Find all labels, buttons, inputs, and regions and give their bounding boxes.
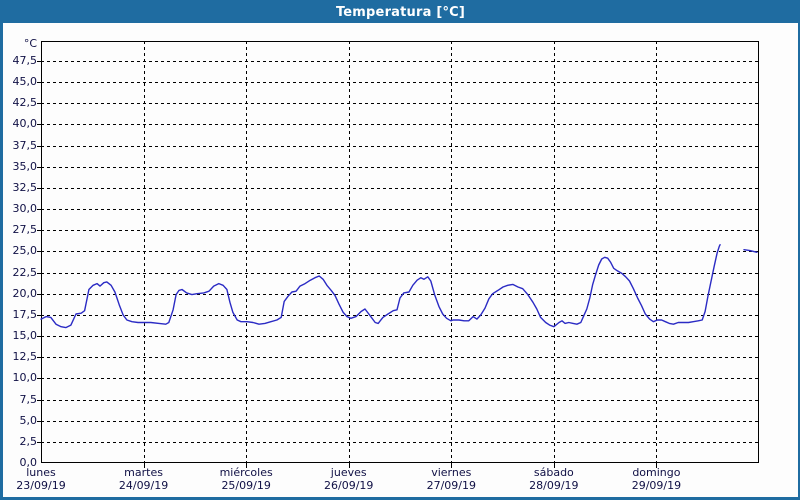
y-tick-label: 17,5 <box>12 307 38 321</box>
plot-area <box>37 41 759 468</box>
x-day-label: miércoles 25/09/19 <box>196 466 296 492</box>
day-name: jueves <box>330 466 367 479</box>
temperature-line-chart <box>37 41 759 468</box>
plot-border <box>41 41 759 463</box>
y-tick-label: 37,5 <box>12 138 38 152</box>
title-bar: Temperatura [°C] <box>3 2 798 23</box>
y-tick-label: 20,0 <box>12 286 38 300</box>
x-day-label: viernes 27/09/19 <box>401 466 501 492</box>
x-day-label: martes 24/09/19 <box>94 466 194 492</box>
chart-title: Temperatura [°C] <box>335 5 466 20</box>
day-date: 24/09/19 <box>118 479 169 492</box>
y-tick-label: 42,5 <box>12 96 38 110</box>
day-date: 27/09/19 <box>426 479 476 492</box>
y-tick-label: 5,0 <box>19 413 38 427</box>
x-day-label: lunes 23/09/19 <box>3 466 91 492</box>
day-name: martes <box>124 466 163 479</box>
y-tick-label: 15,0 <box>12 329 38 343</box>
y-tick-label: 27,5 <box>12 223 38 237</box>
y-tick-label: 32,5 <box>12 180 38 194</box>
y-tick-label: 12,5 <box>12 350 38 364</box>
day-name: miércoles <box>219 466 273 479</box>
y-tick-label: 7,5 <box>19 392 38 406</box>
day-name: viernes <box>431 466 472 479</box>
y-axis-unit-label: °C <box>23 37 37 50</box>
y-tick-label: 47,5 <box>12 54 38 67</box>
x-day-label: sábado 28/09/19 <box>504 466 604 492</box>
y-tick-label: 22,5 <box>12 265 38 279</box>
day-name: lunes <box>26 466 56 479</box>
y-tick-label: 2,5 <box>19 434 38 448</box>
chart-region: 0,0 2,5 5,0 7,5 10,0 12,5 15,0 17,5 20,0 22,5 25,0… <box>3 23 798 497</box>
day-date: 25/09/19 <box>221 479 271 492</box>
day-name: sábado <box>533 466 574 479</box>
y-tick-label: 25,0 <box>12 244 38 258</box>
y-tick-label: 40,0 <box>12 117 38 131</box>
y-tick-label: 45,0 <box>12 75 38 89</box>
gridlines <box>37 41 759 468</box>
x-day-label: domingo 29/09/19 <box>606 466 706 492</box>
y-tick-label: 0,0 <box>19 456 38 469</box>
day-name: domingo <box>632 466 681 479</box>
day-date: 29/09/19 <box>631 479 682 492</box>
day-date: 23/09/19 <box>16 479 66 492</box>
day-date: 28/09/19 <box>529 479 579 492</box>
y-tick-label: 35,0 <box>12 159 38 173</box>
temperature-series-path <box>40 244 758 329</box>
day-date: 26/09/19 <box>324 479 374 492</box>
y-tick-label: 30,0 <box>12 202 38 216</box>
y-tick-label: 10,0 <box>12 371 38 385</box>
x-day-label: jueves 26/09/19 <box>299 466 399 492</box>
